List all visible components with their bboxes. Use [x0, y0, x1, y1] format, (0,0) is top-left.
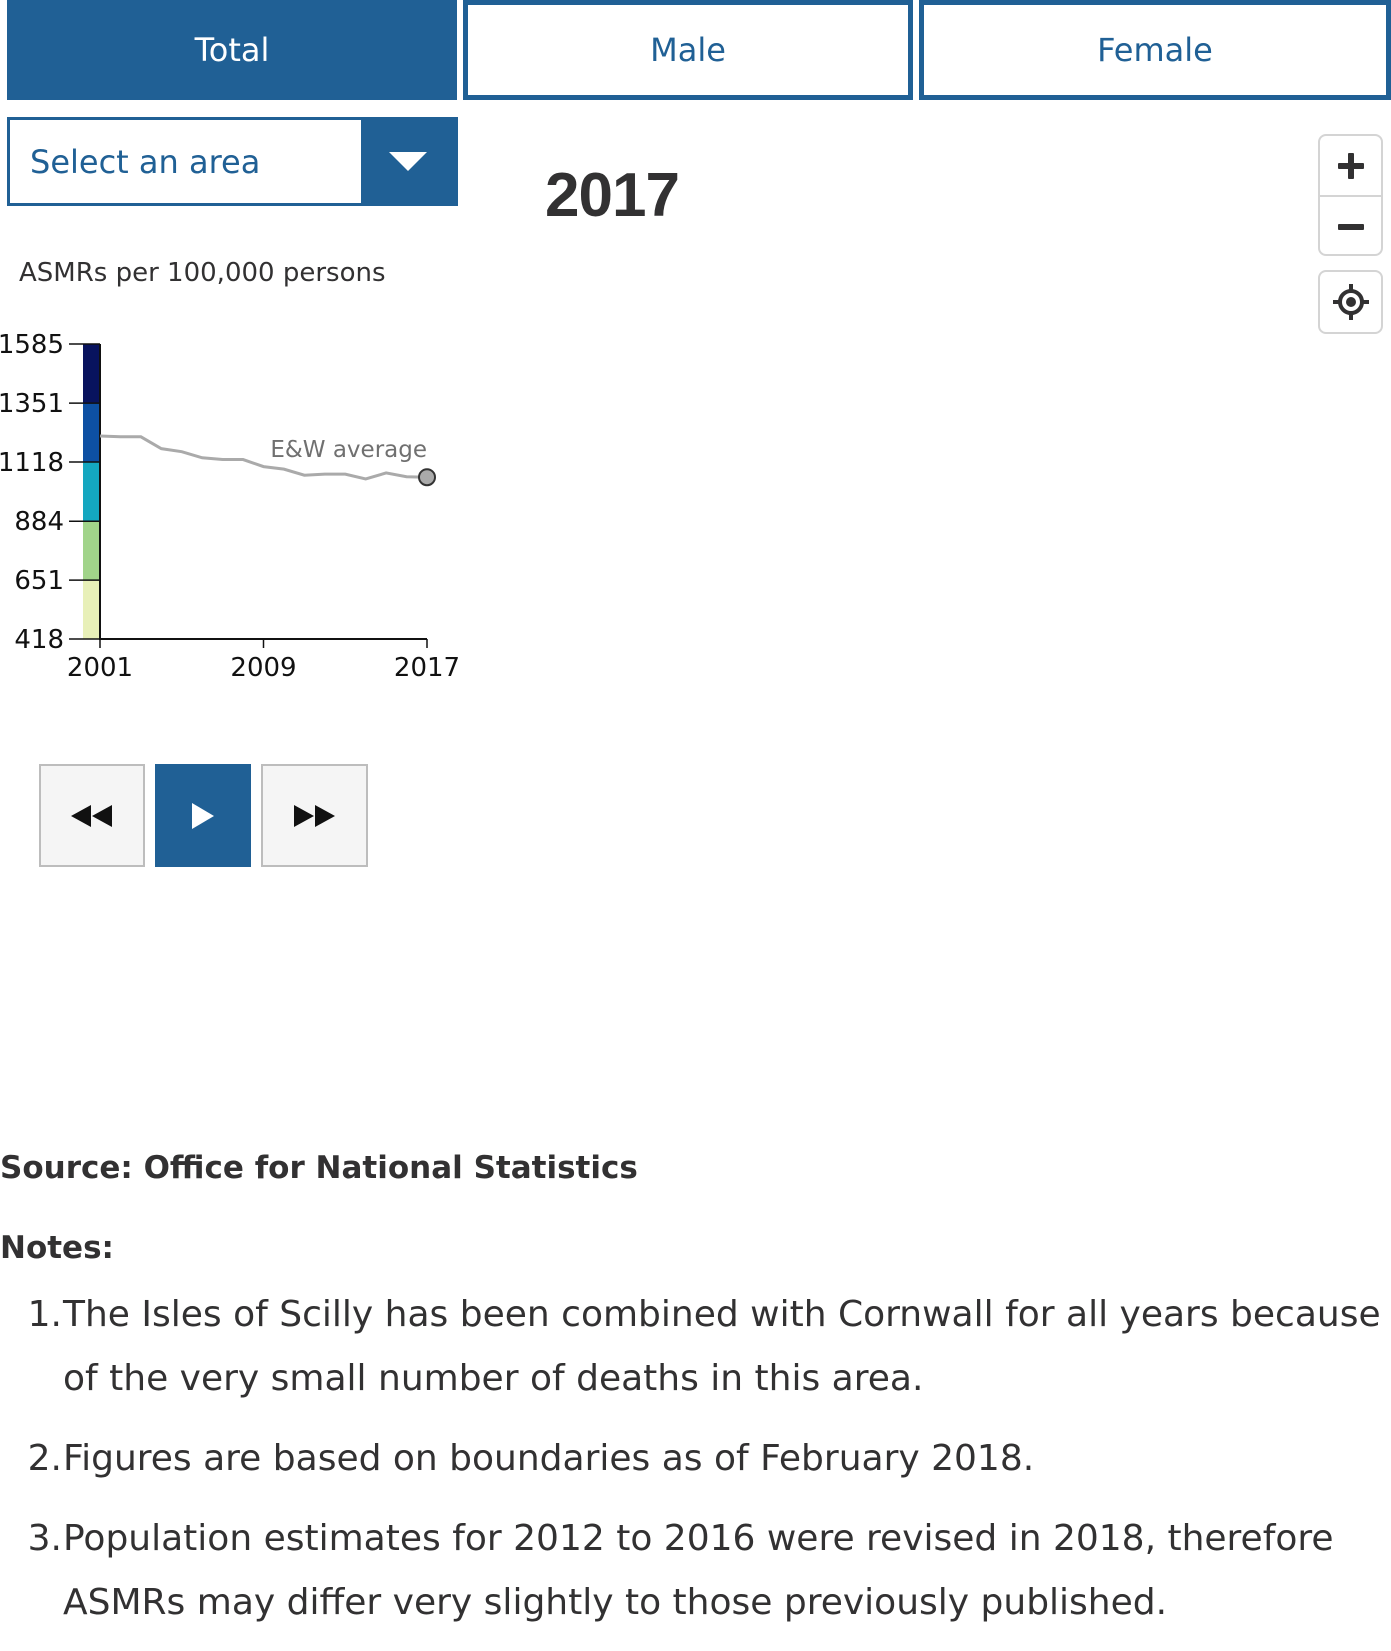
list-item: 2. Figures are based on boundaries as of…: [0, 1427, 1391, 1491]
fast-forward-button[interactable]: [261, 764, 368, 867]
legend-title: ASMRs per 100,000 persons: [19, 258, 386, 288]
legend-color-band: [83, 521, 100, 581]
average-line: [99, 434, 428, 481]
chevron-down-icon: [389, 152, 427, 171]
source-text: Source: Office for National Statistics: [0, 1150, 638, 1186]
zoom-control: [1318, 134, 1383, 256]
legend-color-band: [83, 462, 100, 522]
zoom-out-button[interactable]: [1320, 197, 1381, 254]
y-tick-label: 1351: [0, 389, 64, 419]
area-select-dropdown-button[interactable]: [361, 120, 455, 203]
y-tick-label: 1118: [0, 448, 64, 478]
fast-forward-icon: [293, 804, 335, 827]
note-text: The Isles of Scilly has been combined wi…: [63, 1294, 1381, 1399]
list-item: 3. Population estimates for 2012 to 2016…: [0, 1507, 1391, 1635]
zoom-in-button[interactable]: [1320, 136, 1381, 197]
x-tick-label: 2009: [230, 653, 296, 683]
geolocate-button[interactable]: [1318, 270, 1383, 334]
plus-icon: [1337, 152, 1364, 179]
average-line-label: E&W average: [270, 437, 427, 463]
area-select[interactable]: Select an area: [7, 117, 458, 206]
y-tick-label: 651: [14, 566, 64, 596]
x-tick-label: 2001: [67, 653, 133, 683]
play-button[interactable]: [155, 764, 251, 867]
play-icon: [192, 802, 214, 829]
tab-female[interactable]: Female: [919, 0, 1391, 100]
y-tick-label: 1585: [0, 330, 64, 360]
rewind-icon: [71, 804, 112, 827]
minus-icon: [1337, 223, 1364, 230]
note-number: 1.: [27, 1294, 62, 1335]
notes-title: Notes:: [0, 1230, 114, 1266]
x-tick-label: 2017: [394, 653, 460, 683]
rewind-button[interactable]: [39, 764, 145, 867]
y-tick-label: 418: [14, 625, 64, 655]
tab-total[interactable]: Total: [7, 0, 457, 100]
area-select-placeholder[interactable]: Select an area: [30, 142, 261, 181]
tab-male[interactable]: Male: [463, 0, 913, 100]
y-tick-label: 884: [14, 507, 64, 537]
current-year: 2017: [545, 161, 680, 230]
note-text: Population estimates for 2012 to 2016 we…: [63, 1518, 1334, 1623]
legend-color-band: [83, 403, 100, 463]
legend-color-band: [83, 580, 100, 639]
list-item: 1. The Isles of Scilly has been combined…: [0, 1283, 1391, 1411]
notes-list: 1. The Isles of Scilly has been combined…: [0, 1283, 1391, 1651]
note-number: 3.: [27, 1518, 62, 1559]
current-year-point: [418, 468, 436, 487]
note-text: Figures are based on boundaries as of Fe…: [63, 1438, 1035, 1479]
note-number: 2.: [27, 1438, 62, 1479]
locate-icon: [1332, 284, 1369, 320]
legend-color-band: [83, 344, 100, 404]
